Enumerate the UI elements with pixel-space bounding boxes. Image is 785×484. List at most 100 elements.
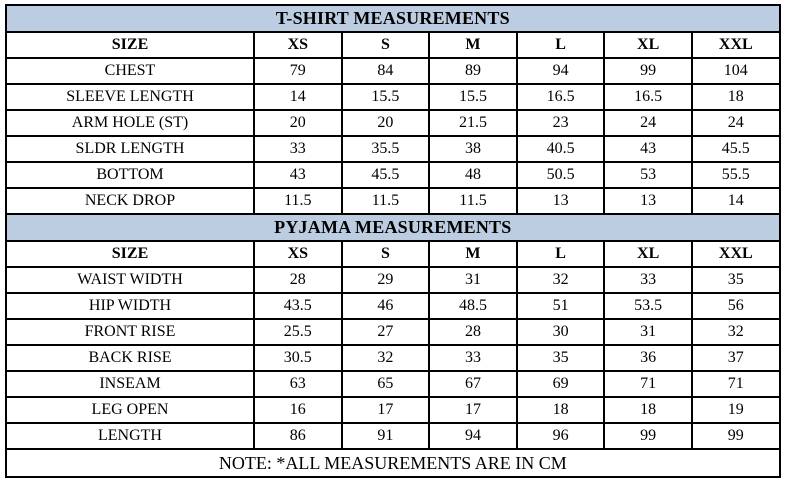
measurement-value: 79 [253,57,343,85]
measurement-value: 35.5 [340,135,431,163]
measurement-value: 71 [690,370,781,398]
size-col-header: XS [253,240,343,268]
measurement-value: 14 [690,187,781,215]
measurement-value: 51 [515,292,606,320]
measurement-label: FRONT RISE [5,318,255,346]
measurement-value: 32 [690,318,781,346]
size-label-header: SIZE [5,240,255,268]
section-title: PYJAMA MEASUREMENTS [5,213,781,242]
measurement-value: 32 [340,344,431,372]
measurement-row: HIP WIDTH 43.5 46 48.5 51 53.5 56 [5,292,781,320]
measurement-value: 43 [603,135,693,163]
measurement-value: 29 [340,266,431,294]
measurement-row: NECK DROP 11.5 11.5 11.5 13 13 14 [5,187,781,215]
measurement-label: ARM HOLE (ST) [5,109,255,137]
measurement-row: SLEEVE LENGTH 14 15.5 15.5 16.5 16.5 18 [5,83,781,111]
section-title: T-SHIRT MEASUREMENTS [5,4,781,33]
measurement-value: 18 [603,396,693,424]
measurement-row: SLDR LENGTH 33 35.5 38 40.5 43 45.5 [5,135,781,163]
measurement-row: FRONT RISE 25.5 27 28 30 31 32 [5,318,781,346]
measurement-value: 89 [428,57,518,85]
measurement-value: 15.5 [340,83,431,111]
size-col-header: L [515,31,606,59]
measurement-value: 37 [690,344,781,372]
measurement-value: 50.5 [515,161,606,189]
measurement-value: 46 [340,292,431,320]
measurement-row: INSEAM 63 65 67 69 71 71 [5,370,781,398]
measurement-value: 27 [340,318,431,346]
measurement-row: BACK RISE 30.5 32 33 35 36 37 [5,344,781,372]
measurement-value: 24 [603,109,693,137]
measurement-row: CHEST 79 84 89 94 99 104 [5,57,781,85]
measurement-label: INSEAM [5,370,255,398]
measurement-label: LEG OPEN [5,396,255,424]
measurement-value: 45.5 [340,161,431,189]
measurement-value: 53.5 [603,292,693,320]
measurement-value: 43.5 [253,292,343,320]
measurement-row: ARM HOLE (ST) 20 20 21.5 23 24 24 [5,109,781,137]
size-label-header: SIZE [5,31,255,59]
note-text: NOTE: *ALL MEASUREMENTS ARE IN CM [5,448,781,478]
measurement-value: 67 [428,370,518,398]
measurement-value: 16 [253,396,343,424]
measurement-value: 94 [428,422,518,450]
size-col-header: XXL [690,31,781,59]
measurement-value: 31 [428,266,518,294]
measurement-value: 45.5 [690,135,781,163]
measurement-row: LEG OPEN 16 17 17 18 18 19 [5,396,781,424]
measurement-value: 18 [690,83,781,111]
size-col-header: XS [253,31,343,59]
measurement-label: WAIST WIDTH [5,266,255,294]
measurement-value: 13 [515,187,606,215]
measurement-value: 48 [428,161,518,189]
measurement-value: 20 [340,109,431,137]
size-col-header: S [340,31,431,59]
measurement-value: 35 [690,266,781,294]
measurement-value: 16.5 [603,83,693,111]
measurement-value: 56 [690,292,781,320]
measurement-value: 69 [515,370,606,398]
measurement-label: CHEST [5,57,255,85]
measurement-value: 94 [515,57,606,85]
measurement-value: 38 [428,135,518,163]
measurement-value: 30.5 [253,344,343,372]
measurement-value: 63 [253,370,343,398]
measurement-value: 28 [428,318,518,346]
measurement-table-body: T-SHIRT MEASUREMENTS SIZE XS S M L XL XXL CHEST 7… [5,4,781,478]
size-chart-sheet: T-SHIRT MEASUREMENTS SIZE XS S M L XL XXL CHEST 7… [5,4,781,478]
measurement-value: 99 [603,57,693,85]
measurement-value: 25.5 [253,318,343,346]
section-title-row: T-SHIRT MEASUREMENTS [5,4,781,33]
measurement-value: 24 [690,109,781,137]
measurement-row: WAIST WIDTH 28 29 31 32 33 35 [5,266,781,294]
measurement-value: 28 [253,266,343,294]
measurement-value: 71 [603,370,693,398]
measurement-label: HIP WIDTH [5,292,255,320]
measurement-value: 65 [340,370,431,398]
measurement-value: 15.5 [428,83,518,111]
measurement-row: BOTTOM 43 45.5 48 50.5 53 55.5 [5,161,781,189]
size-col-header: XL [603,31,693,59]
measurement-value: 36 [603,344,693,372]
measurement-value: 20 [253,109,343,137]
measurement-value: 16.5 [515,83,606,111]
size-col-header: M [428,31,518,59]
measurement-value: 33 [253,135,343,163]
measurement-value: 13 [603,187,693,215]
section-title-row: PYJAMA MEASUREMENTS [5,213,781,242]
measurement-value: 48.5 [428,292,518,320]
measurement-value: 104 [690,57,781,85]
measurement-value: 40.5 [515,135,606,163]
measurement-value: 14 [253,83,343,111]
measurement-value: 53 [603,161,693,189]
measurement-value: 21.5 [428,109,518,137]
measurement-value: 17 [340,396,431,424]
measurement-value: 55.5 [690,161,781,189]
measurement-value: 32 [515,266,606,294]
measurement-value: 23 [515,109,606,137]
measurement-value: 19 [690,396,781,424]
size-col-header: XL [603,240,693,268]
measurement-value: 99 [690,422,781,450]
measurement-value: 43 [253,161,343,189]
measurement-value: 17 [428,396,518,424]
